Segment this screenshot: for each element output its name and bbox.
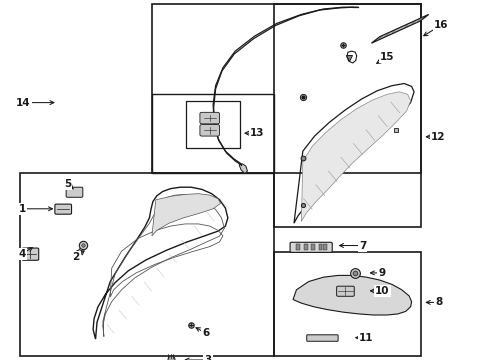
FancyBboxPatch shape <box>307 335 338 341</box>
Bar <box>304 244 308 250</box>
Bar <box>186 101 240 148</box>
Text: 10: 10 <box>375 286 390 296</box>
Bar <box>274 252 421 356</box>
FancyBboxPatch shape <box>66 187 83 197</box>
Text: 15: 15 <box>380 52 394 62</box>
Text: 1: 1 <box>19 204 25 214</box>
Bar <box>152 94 274 173</box>
Text: 7: 7 <box>359 240 367 251</box>
Text: 11: 11 <box>359 333 374 343</box>
Bar <box>152 4 421 173</box>
Polygon shape <box>371 14 429 43</box>
FancyBboxPatch shape <box>200 125 220 136</box>
Text: 14: 14 <box>16 98 31 108</box>
Text: 5: 5 <box>64 179 71 189</box>
Bar <box>20 173 274 356</box>
Text: 2: 2 <box>73 252 79 262</box>
Bar <box>323 244 327 250</box>
Text: 3: 3 <box>205 355 212 360</box>
FancyBboxPatch shape <box>200 112 220 124</box>
Polygon shape <box>301 92 411 221</box>
Text: 13: 13 <box>250 128 265 138</box>
Polygon shape <box>152 194 220 236</box>
FancyBboxPatch shape <box>22 248 39 260</box>
Bar <box>311 244 315 250</box>
Text: 16: 16 <box>434 20 448 30</box>
Text: 9: 9 <box>379 268 386 278</box>
Text: 6: 6 <box>202 328 209 338</box>
Bar <box>296 244 300 250</box>
Polygon shape <box>239 164 247 174</box>
Text: 8: 8 <box>435 297 442 307</box>
Text: 12: 12 <box>431 132 446 142</box>
Text: 4: 4 <box>18 249 26 259</box>
FancyBboxPatch shape <box>55 204 72 214</box>
Bar <box>318 244 322 250</box>
FancyBboxPatch shape <box>337 286 354 296</box>
Polygon shape <box>293 275 412 315</box>
FancyBboxPatch shape <box>290 242 332 252</box>
Bar <box>274 4 421 227</box>
